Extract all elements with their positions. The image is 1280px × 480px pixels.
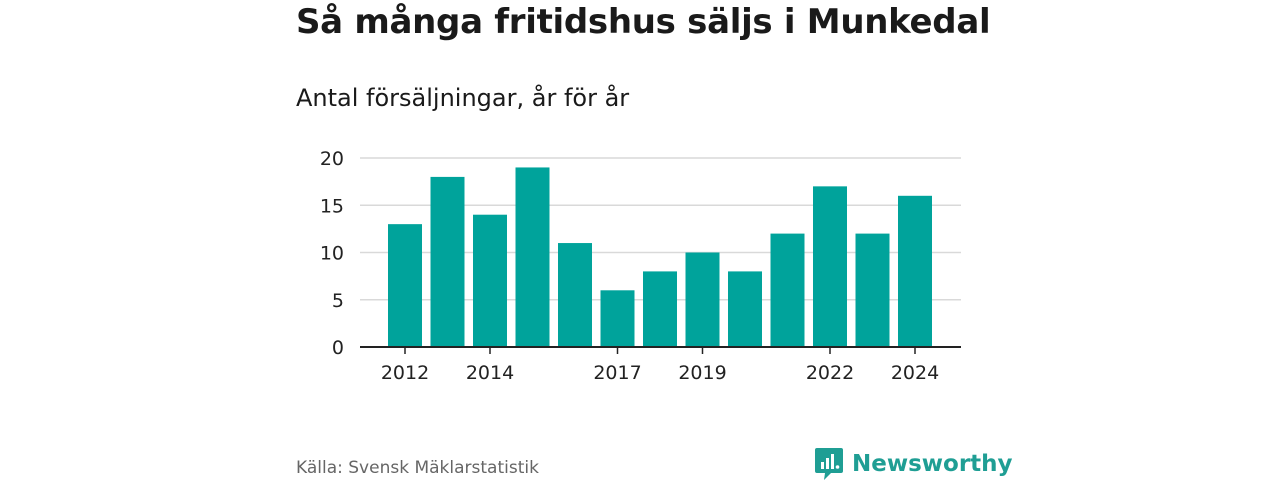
brand-name: Newsworthy <box>852 451 1013 477</box>
source-note: Källa: Svensk Mäklarstatistik <box>296 458 539 478</box>
x-tick-label: 2017 <box>593 362 641 384</box>
chart-subtitle: Antal försäljningar, år för år <box>296 84 630 112</box>
bar-2019 <box>685 252 720 347</box>
y-axis-tick-labels: 0 5 10 15 20 <box>320 148 344 359</box>
x-tick-label: 2019 <box>678 362 726 384</box>
x-axis-tick-labels: 2012 2014 2017 2019 2022 2024 <box>381 347 939 384</box>
bar-2018 <box>643 271 677 347</box>
chart-title: Så många fritidshus säljs i Munkedal <box>296 2 991 42</box>
y-tick-label: 5 <box>332 290 344 312</box>
bar-2017 <box>600 290 635 347</box>
bar-2024 <box>898 195 932 347</box>
x-tick-label: 2024 <box>891 362 939 384</box>
y-tick-label: 15 <box>320 195 344 217</box>
bars <box>388 167 932 347</box>
bar-2014 <box>473 214 507 347</box>
bar-2023 <box>855 233 890 347</box>
newsworthy-icon <box>815 448 843 480</box>
bar-2013 <box>430 176 465 347</box>
bar-chart: 0 5 10 15 20 2012 2014 2017 2019 2022 2024 <box>320 148 961 384</box>
y-tick-label: 10 <box>320 243 344 265</box>
y-tick-label: 0 <box>332 337 344 359</box>
bar-2015 <box>515 167 550 347</box>
x-tick-label: 2012 <box>381 362 429 384</box>
bar-2012 <box>388 224 422 347</box>
brand-logo: Newsworthy <box>814 447 1013 480</box>
y-tick-label: 20 <box>320 148 344 170</box>
bar-2021 <box>770 233 805 347</box>
bar-2016 <box>558 243 592 347</box>
x-tick-label: 2022 <box>806 362 854 384</box>
x-tick-label: 2014 <box>466 362 514 384</box>
bar-2020 <box>728 271 762 347</box>
bar-2022 <box>813 186 847 347</box>
